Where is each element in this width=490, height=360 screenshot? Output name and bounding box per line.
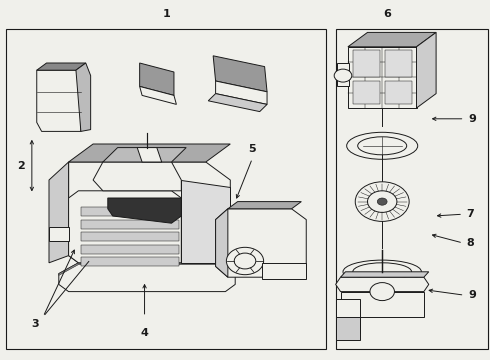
Text: 9: 9 xyxy=(468,114,476,124)
Polygon shape xyxy=(337,63,349,86)
Polygon shape xyxy=(59,263,235,292)
Circle shape xyxy=(355,182,409,221)
Polygon shape xyxy=(353,50,380,77)
Circle shape xyxy=(377,198,387,205)
Text: 2: 2 xyxy=(17,161,24,171)
Circle shape xyxy=(234,253,256,269)
Polygon shape xyxy=(81,257,179,266)
Polygon shape xyxy=(353,81,380,104)
Polygon shape xyxy=(108,198,181,223)
Polygon shape xyxy=(81,245,179,254)
Polygon shape xyxy=(341,272,429,277)
Polygon shape xyxy=(81,220,179,229)
Text: 8: 8 xyxy=(466,238,474,248)
Polygon shape xyxy=(348,47,416,108)
Bar xyxy=(336,29,488,349)
Polygon shape xyxy=(140,86,176,104)
Polygon shape xyxy=(262,263,306,279)
Circle shape xyxy=(368,191,397,212)
Polygon shape xyxy=(336,277,429,292)
Text: 7: 7 xyxy=(466,209,474,219)
Text: 3: 3 xyxy=(31,319,39,329)
Polygon shape xyxy=(140,63,174,95)
Polygon shape xyxy=(81,232,179,241)
Polygon shape xyxy=(93,162,181,191)
Polygon shape xyxy=(49,162,69,263)
Polygon shape xyxy=(228,202,301,209)
Polygon shape xyxy=(37,70,81,131)
Polygon shape xyxy=(37,63,86,70)
Text: 6: 6 xyxy=(383,9,391,19)
Polygon shape xyxy=(76,63,91,131)
Polygon shape xyxy=(216,209,306,277)
Text: 1: 1 xyxy=(163,9,171,19)
Polygon shape xyxy=(81,207,179,216)
Polygon shape xyxy=(336,299,341,333)
Polygon shape xyxy=(208,94,267,112)
Polygon shape xyxy=(59,263,235,275)
Circle shape xyxy=(226,247,264,275)
Circle shape xyxy=(334,69,352,82)
Polygon shape xyxy=(213,56,267,92)
Text: 9: 9 xyxy=(468,290,476,300)
Text: 4: 4 xyxy=(141,328,148,338)
Polygon shape xyxy=(69,162,230,263)
Polygon shape xyxy=(385,81,412,104)
Polygon shape xyxy=(216,209,228,277)
Polygon shape xyxy=(49,227,69,241)
Circle shape xyxy=(370,283,394,301)
Text: 5: 5 xyxy=(248,144,256,154)
Polygon shape xyxy=(341,292,424,317)
Polygon shape xyxy=(416,32,436,108)
Polygon shape xyxy=(216,81,267,104)
Polygon shape xyxy=(181,180,230,263)
Polygon shape xyxy=(336,299,360,333)
Polygon shape xyxy=(137,148,162,162)
Polygon shape xyxy=(103,148,186,162)
Polygon shape xyxy=(385,50,412,77)
Polygon shape xyxy=(348,32,436,47)
Polygon shape xyxy=(69,191,181,263)
Polygon shape xyxy=(336,317,360,340)
Bar xyxy=(6,29,326,349)
Polygon shape xyxy=(69,144,230,162)
